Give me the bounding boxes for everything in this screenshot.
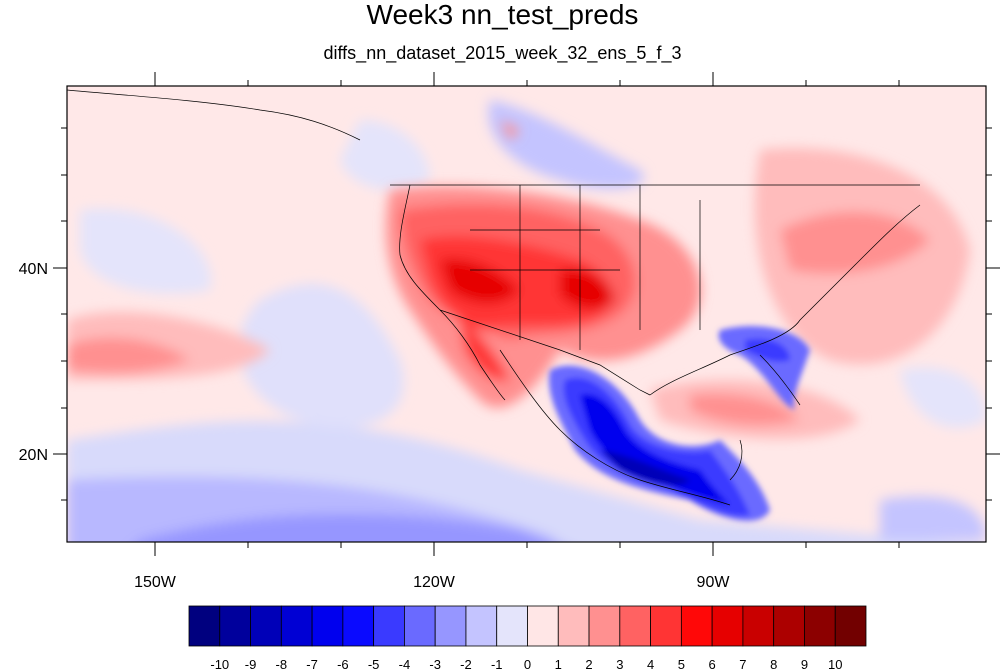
negative-field-light — [67, 100, 986, 542]
lon-label-90w: 90W — [697, 574, 731, 591]
colorbar-swatch — [311, 605, 344, 647]
colorbar-swatch — [527, 605, 559, 647]
colorbar-swatch — [188, 605, 221, 647]
lat-label-20n: 20N — [19, 447, 48, 464]
colorbar-label: 8 — [770, 657, 777, 672]
coastlines — [67, 89, 921, 506]
lat-label-40n: 40N — [19, 261, 48, 278]
colorbar-label: -7 — [306, 657, 318, 672]
colorbar-swatch — [250, 605, 282, 647]
colorbar-label: -9 — [245, 657, 257, 672]
map-field — [67, 86, 986, 542]
colorbar-label: 10 — [828, 657, 842, 672]
colorbar-swatch — [342, 605, 375, 647]
colorbar-swatch — [804, 605, 836, 647]
colorbar-label: 2 — [585, 657, 592, 672]
negative-field-strong — [549, 326, 810, 521]
colorbar-label: 1 — [555, 657, 562, 672]
colorbar-label: -8 — [276, 657, 288, 672]
colorbar-label: 6 — [709, 657, 716, 672]
colorbar-label: 7 — [739, 657, 746, 672]
colorbar-swatch — [650, 605, 682, 647]
colorbar-swatch — [742, 605, 775, 647]
colorbar-swatch — [588, 605, 621, 647]
colorbar-label: -2 — [460, 657, 472, 672]
colorbar-swatch — [834, 605, 867, 647]
map-title: Week3 nn_test_preds — [366, 0, 639, 30]
colorbar-swatch — [434, 605, 467, 647]
colorbar-label: -10 — [210, 657, 229, 672]
colorbar-label: -6 — [337, 657, 349, 672]
colorbar-swatch — [373, 605, 405, 647]
positive-field — [67, 120, 970, 439]
colorbar: -10 -9 -8 -7 -6 -5 -4 -3 -2 -1 0 1 2 3 4 5 6 7 8 9 10 — [188, 605, 867, 672]
colorbar-label: 3 — [616, 657, 623, 672]
colorbar-label: 0 — [524, 657, 531, 672]
colorbar-label: -5 — [368, 657, 380, 672]
map-ticks — [53, 72, 1000, 556]
colorbar-swatch — [404, 605, 436, 647]
lon-label-150w: 150W — [134, 574, 177, 591]
colorbar-swatch — [773, 605, 805, 647]
colorbar-swatch — [496, 605, 528, 647]
colorbar-label: 4 — [647, 657, 654, 672]
colorbar-label: 5 — [678, 657, 685, 672]
colorbar-swatch — [280, 605, 313, 647]
colorbar-label: -3 — [429, 657, 441, 672]
colorbar-swatch — [711, 605, 744, 647]
colorbar-swatch — [680, 605, 713, 647]
lon-label-120w: 120W — [413, 574, 456, 591]
colorbar-label: -4 — [399, 657, 411, 672]
map-subtitle: diffs_nn_dataset_2015_week_32_ens_5_f_3 — [323, 43, 682, 63]
colorbar-swatch — [619, 605, 651, 647]
colorbar-label: 9 — [801, 657, 808, 672]
map-minor-ticks — [61, 80, 992, 548]
colorbar-swatch — [219, 605, 251, 647]
colorbar-swatch — [557, 605, 590, 647]
colorbar-swatch — [465, 605, 498, 647]
colorbar-label: -1 — [491, 657, 503, 672]
